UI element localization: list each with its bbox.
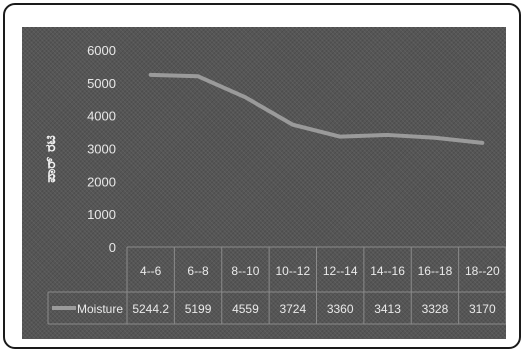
data-table-value: 3328 — [422, 302, 449, 316]
x-category-label: 8--10 — [231, 264, 259, 278]
legend-label-moisture: Moisture — [77, 302, 123, 316]
y-tick-label: 6000 — [87, 43, 116, 58]
data-table-value: 3360 — [327, 302, 354, 316]
moisture-data-point — [338, 135, 342, 139]
moisture-data-point — [149, 73, 153, 77]
moisture-data-point — [243, 95, 247, 99]
data-table-value: 3724 — [279, 302, 306, 316]
y-tick-label: 0 — [109, 240, 116, 255]
x-category-label: 12--14 — [323, 264, 358, 278]
y-axis-label: ಪಾರ್ ರಟಿ — [43, 135, 59, 182]
moisture-data-point — [196, 74, 200, 78]
plot-area: 6000 5000 4000 3000 2000 1000 0 ಪಾರ್ ರಟಿ 4--6 6… — [22, 27, 506, 339]
data-table-value: 5244.2 — [132, 302, 169, 316]
y-tick-label: 1000 — [87, 207, 116, 222]
x-category-label: 16--18 — [418, 264, 453, 278]
data-table-value: 5199 — [185, 302, 212, 316]
chart-frame: 6000 5000 4000 3000 2000 1000 0 ಪಾರ್ ರಟಿ 4--6 6… — [3, 3, 521, 349]
x-category-label: 14--16 — [370, 264, 405, 278]
moisture-data-point — [480, 141, 484, 145]
x-category-label: 18--20 — [465, 264, 500, 278]
moisture-series-line — [148, 72, 485, 145]
moisture-data-point — [433, 136, 437, 140]
y-tick-label: 2000 — [87, 174, 116, 189]
moisture-data-point — [386, 133, 390, 137]
x-category-label: 6--8 — [187, 264, 209, 278]
data-table-value: 3170 — [469, 302, 496, 316]
moisture-data-point — [291, 123, 295, 127]
data-table-value: 3413 — [374, 302, 401, 316]
x-category-label: 4--6 — [140, 264, 162, 278]
data-table-value: 4559 — [232, 302, 259, 316]
moisture-line-chart: 6000 5000 4000 3000 2000 1000 0 ಪಾರ್ ರಟಿ 4--6 6… — [43, 43, 506, 325]
y-tick-label: 5000 — [87, 76, 116, 91]
x-category-label: 10--12 — [275, 264, 310, 278]
y-tick-label: 3000 — [87, 142, 116, 157]
y-tick-label: 4000 — [87, 109, 116, 124]
